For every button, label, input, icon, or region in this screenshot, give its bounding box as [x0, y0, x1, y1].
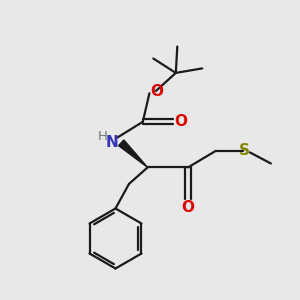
Text: O: O	[151, 84, 164, 99]
Text: S: S	[239, 143, 250, 158]
Text: O: O	[182, 200, 195, 215]
Text: O: O	[175, 114, 188, 129]
Text: N: N	[106, 135, 118, 150]
Polygon shape	[118, 140, 148, 167]
Text: H: H	[98, 130, 107, 143]
